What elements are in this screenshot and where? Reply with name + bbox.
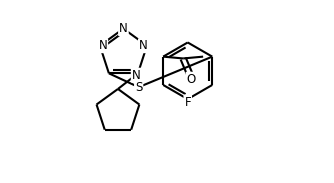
Text: N: N: [119, 22, 128, 35]
Text: S: S: [135, 81, 142, 94]
Text: N: N: [139, 39, 148, 52]
Text: N: N: [132, 69, 141, 82]
Text: O: O: [186, 73, 196, 86]
Text: F: F: [184, 96, 191, 109]
Text: N: N: [99, 39, 107, 52]
